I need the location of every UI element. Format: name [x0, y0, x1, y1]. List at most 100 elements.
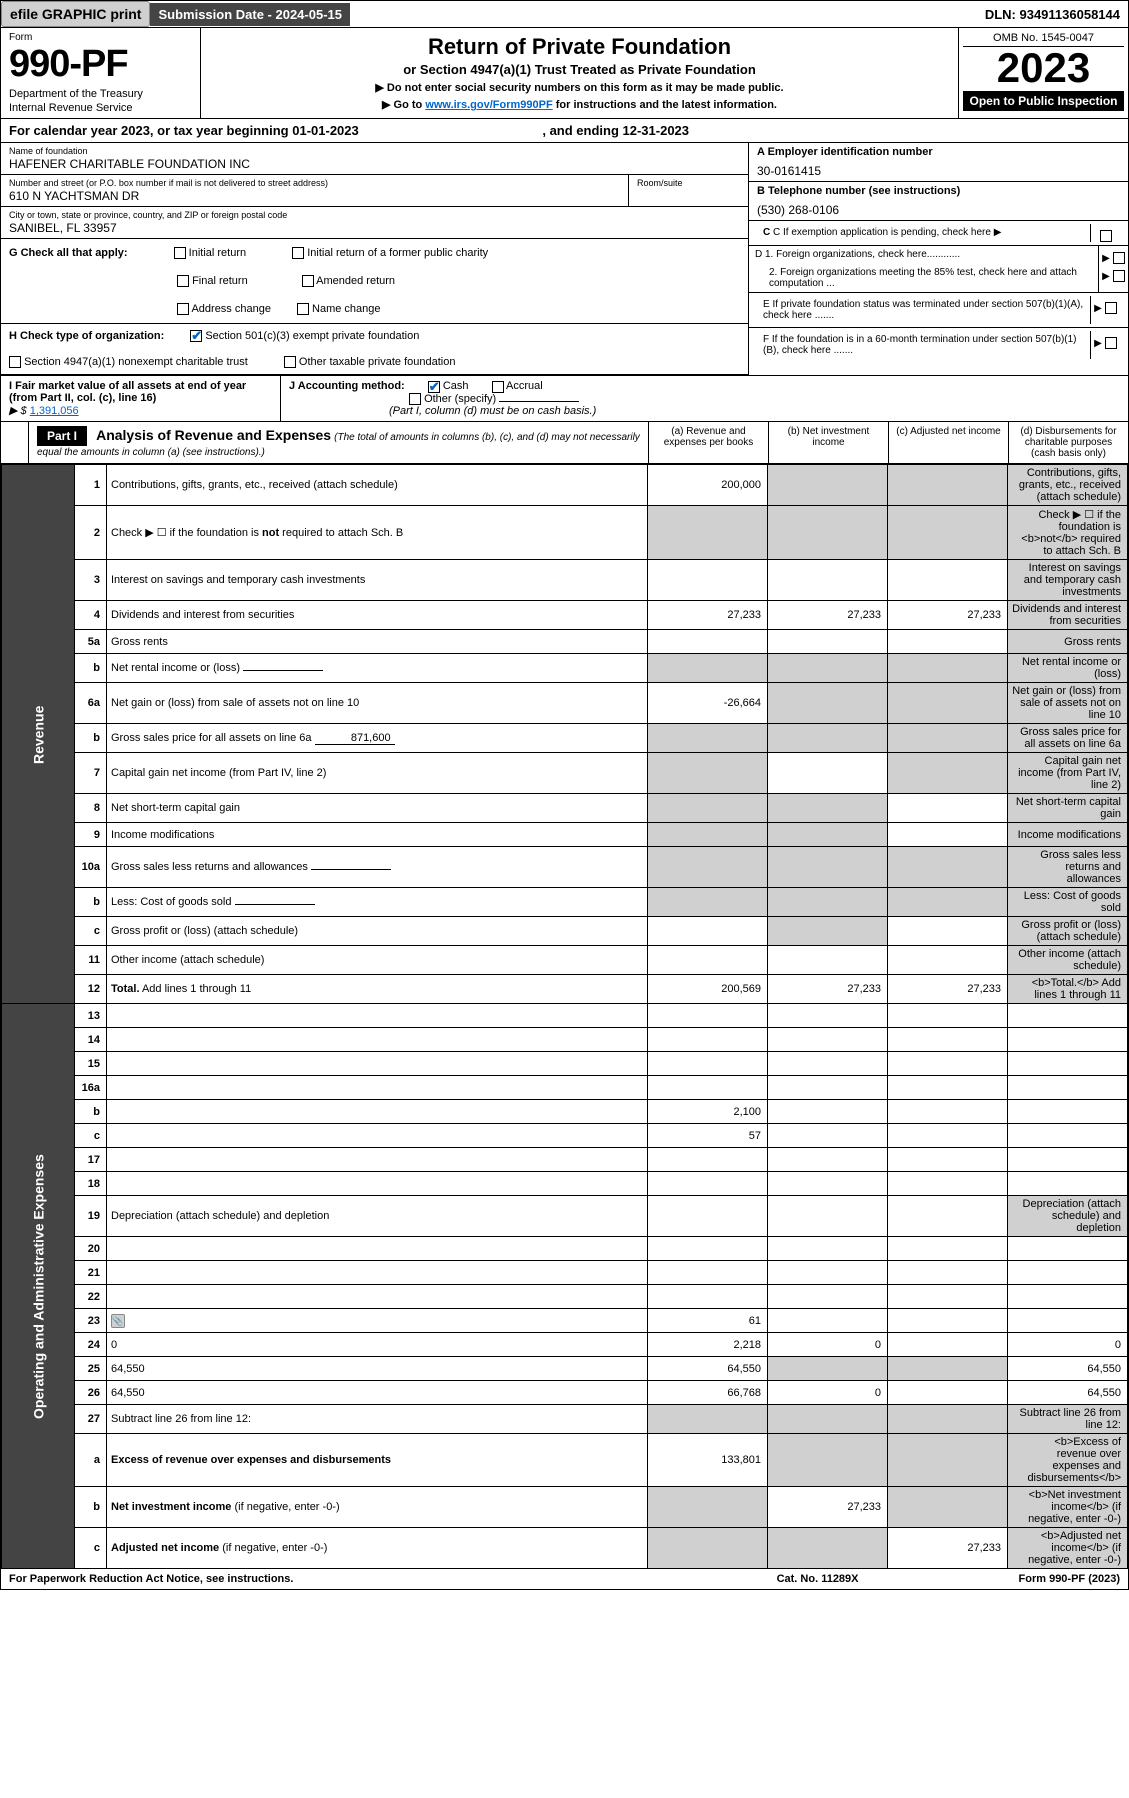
cell-a: [648, 1528, 768, 1569]
table-row: c57: [2, 1124, 1128, 1148]
cell-a: [648, 560, 768, 601]
form-subtitle: or Section 4947(a)(1) Trust Treated as P…: [211, 62, 948, 77]
cell-c: [888, 1309, 1008, 1333]
cell-b: [768, 946, 888, 975]
row-number: 1: [75, 465, 107, 506]
cell-c: [888, 465, 1008, 506]
cell-a: 64,550: [648, 1357, 768, 1381]
row-desc: Other income (attach schedule): [107, 946, 648, 975]
table-row: 4Dividends and interest from securities2…: [2, 601, 1128, 630]
f-check[interactable]: [1105, 337, 1117, 349]
foundation-name-cell: Name of foundation HAFENER CHARITABLE FO…: [1, 143, 748, 175]
phone-cell: B Telephone number (see instructions) (5…: [749, 182, 1128, 221]
cell-c: [888, 1028, 1008, 1052]
g-address-change[interactable]: [177, 303, 189, 315]
row-desc: Net investment income (if negative, ente…: [107, 1487, 648, 1528]
row-desc: Depreciation (attach schedule) and deple…: [107, 1196, 648, 1237]
cell-d: Gross profit or (loss) (attach schedule): [1008, 917, 1128, 946]
row-number: 17: [75, 1148, 107, 1172]
cell-b: [768, 823, 888, 847]
cell-a: 133,801: [648, 1434, 768, 1487]
col-d-header: (d) Disbursements for charitable purpose…: [1008, 422, 1128, 463]
cell-a: [648, 1487, 768, 1528]
table-row: 2564,55064,55064,550: [2, 1357, 1128, 1381]
j-note: (Part I, column (d) must be on cash basi…: [389, 405, 596, 417]
form-number: 990-PF: [9, 43, 192, 86]
table-row: 23📎 61: [2, 1309, 1128, 1333]
cell-c: [888, 630, 1008, 654]
cell-c: [888, 753, 1008, 794]
e-terminated: E If private foundation status was termi…: [749, 293, 1128, 328]
cell-b: [768, 1528, 888, 1569]
table-row: 7Capital gain net income (from Part IV, …: [2, 753, 1128, 794]
cell-d: [1008, 1028, 1128, 1052]
cell-c: [888, 1285, 1008, 1309]
h-4947[interactable]: [9, 356, 21, 368]
cell-d: [1008, 1237, 1128, 1261]
j-cash[interactable]: [428, 381, 440, 393]
cell-b: [768, 1261, 888, 1285]
table-row: Operating and Administrative Expenses13: [2, 1004, 1128, 1028]
cell-d: Gross sales less returns and allowances: [1008, 847, 1128, 888]
submission-date: Submission Date - 2024-05-15: [150, 3, 350, 26]
cell-b: [768, 724, 888, 753]
j-other[interactable]: [409, 393, 421, 405]
row-number: b: [75, 654, 107, 683]
cell-a: 200,569: [648, 975, 768, 1004]
j-accrual[interactable]: [492, 381, 504, 393]
row-desc: [107, 1261, 648, 1285]
table-row: 2402,21800: [2, 1333, 1128, 1357]
d1-check[interactable]: [1113, 252, 1125, 264]
row-desc: Adjusted net income (if negative, enter …: [107, 1528, 648, 1569]
cell-d: Net gain or (loss) from sale of assets n…: [1008, 683, 1128, 724]
row-number: 6a: [75, 683, 107, 724]
irs-link[interactable]: www.irs.gov/Form990PF: [425, 99, 552, 111]
cell-a: [648, 630, 768, 654]
room-suite-label: Room/suite: [637, 178, 740, 188]
topbar: efile GRAPHIC print Submission Date - 20…: [1, 1, 1128, 28]
footer-mid: Cat. No. 11289X: [777, 1573, 859, 1585]
cell-b: [768, 560, 888, 601]
g-initial-public[interactable]: [292, 247, 304, 259]
foundation-name: HAFENER CHARITABLE FOUNDATION INC: [9, 157, 740, 171]
cell-b: [768, 1172, 888, 1196]
cell-a: 27,233: [648, 601, 768, 630]
cell-c: [888, 1357, 1008, 1381]
ein-value: 30-0161415: [757, 164, 1120, 178]
g-name-change[interactable]: [297, 303, 309, 315]
d2-check[interactable]: [1113, 270, 1125, 282]
cell-b: [768, 1148, 888, 1172]
h-label: H Check type of organization:: [9, 330, 164, 342]
cell-c: [888, 1237, 1008, 1261]
h-other-taxable[interactable]: [284, 356, 296, 368]
cell-c: [888, 1405, 1008, 1434]
e-check[interactable]: [1105, 302, 1117, 314]
row-desc: Excess of revenue over expenses and disb…: [107, 1434, 648, 1487]
cell-d: [1008, 1285, 1128, 1309]
row-desc: Contributions, gifts, grants, etc., rece…: [107, 465, 648, 506]
attach-icon[interactable]: 📎: [111, 1314, 125, 1328]
g-initial-return[interactable]: [174, 247, 186, 259]
table-row: 22: [2, 1285, 1128, 1309]
c-check[interactable]: [1100, 230, 1112, 242]
cell-d: [1008, 1148, 1128, 1172]
row-number: 9: [75, 823, 107, 847]
cell-b: [768, 888, 888, 917]
g-final-return[interactable]: [177, 275, 189, 287]
g-amended[interactable]: [302, 275, 314, 287]
h-501c3[interactable]: [190, 330, 202, 342]
cell-b: [768, 1237, 888, 1261]
form-id-block: Form 990-PF Department of the Treasury I…: [1, 28, 201, 118]
efile-button[interactable]: efile GRAPHIC print: [1, 1, 150, 27]
row-number: 5a: [75, 630, 107, 654]
cell-a: [648, 888, 768, 917]
cell-b: [768, 683, 888, 724]
cell-b: [768, 917, 888, 946]
row-desc: [107, 1172, 648, 1196]
cell-a: [648, 1285, 768, 1309]
footer-right: Form 990-PF (2023): [1019, 1573, 1120, 1585]
cell-a: [648, 1261, 768, 1285]
row-number: 26: [75, 1381, 107, 1405]
cell-c: [888, 1196, 1008, 1237]
inspection-notice: Open to Public Inspection: [963, 91, 1124, 111]
